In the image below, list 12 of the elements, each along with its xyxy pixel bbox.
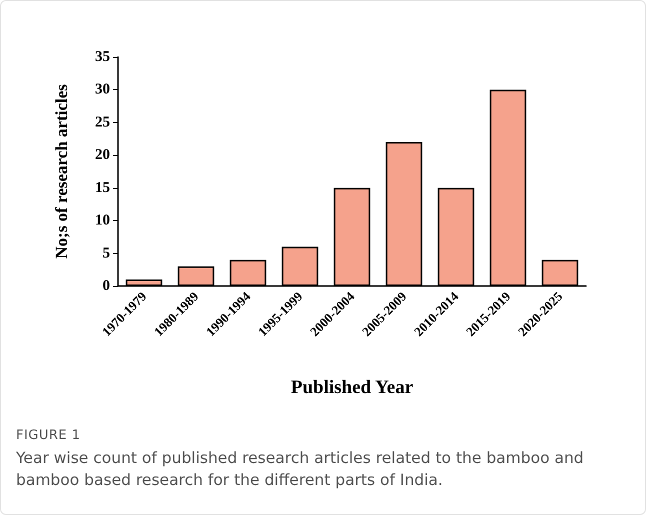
y-tick-label: 15	[95, 180, 110, 196]
y-tick-label: 5	[102, 245, 110, 262]
y-tick-label: 25	[95, 114, 110, 130]
y-tick-label: 20	[95, 147, 110, 164]
y-tick-label: 10	[95, 212, 110, 229]
text: Year wise count of published research articles related to the bamboo and bamboo based research for the different parts of India.	[16, 448, 585, 491]
y-tick-label: 30	[95, 82, 110, 98]
y-tick-label: 0	[102, 278, 110, 294]
caption: FIGURE 1	[16, 428, 82, 443]
x-axis-title: Published Year	[290, 377, 414, 398]
y-tick-label: 35	[95, 49, 110, 65]
y-axis-title: No;s of research articles	[52, 84, 71, 259]
